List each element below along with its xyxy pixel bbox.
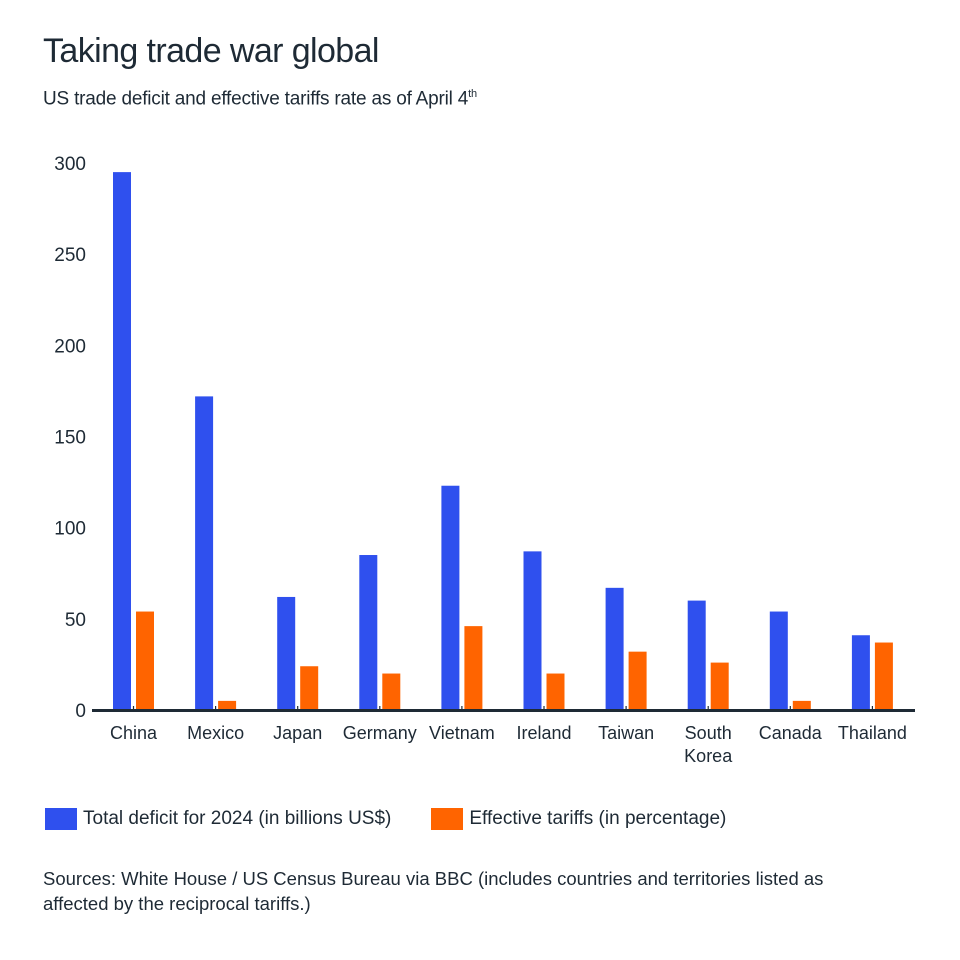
bar-tariff-china (136, 611, 154, 710)
x-tick-label: Canada (759, 723, 823, 743)
bar-deficit-canada (769, 611, 788, 710)
x-tick-label: Ireland (516, 723, 571, 743)
legend-swatch-deficit (45, 808, 77, 830)
legend-swatch-tariffs (431, 808, 464, 830)
bar-deficit-vietnam (441, 485, 460, 710)
x-tick-label: Vietnam (429, 723, 495, 743)
x-tick-label: Mexico (187, 723, 244, 743)
legend-label-deficit: Total deficit for 2024 (in billions US$) (83, 808, 392, 829)
x-axis-ticks (132, 706, 874, 710)
x-tick-label: China (110, 723, 158, 743)
legend-item-tariffs: Effective tariffs (in percentage) (431, 808, 726, 830)
y-tick-label: 300 (54, 154, 86, 175)
x-tick-label: South Korea (684, 723, 733, 766)
x-tick-label: Japan (273, 723, 322, 743)
y-tick-label: 100 (54, 519, 86, 540)
bars (113, 172, 893, 710)
chart-subtitle: US trade deficit and effective tariffs r… (43, 88, 477, 110)
bar-deficit-taiwan (605, 587, 624, 710)
x-axis-labels: China Mexico Japan Germany Vietnam Ireland Tai… (110, 723, 907, 766)
bar-deficit-ireland (523, 551, 542, 710)
bar-deficit-mexico (195, 396, 214, 710)
bar-tariff-canada (792, 700, 811, 710)
bar-tariff-japan (300, 666, 319, 710)
bar-deficit-china (113, 172, 131, 710)
subtitle-superscript: th (468, 88, 477, 100)
bar-deficit-germany (359, 555, 378, 710)
y-tick-label: 50 (65, 610, 86, 631)
y-tick-label: 200 (54, 336, 86, 357)
y-axis-ticks: 0 50 100 150 200 250 300 (54, 154, 86, 722)
legend: Total deficit for 2024 (in billions US$)… (45, 808, 766, 830)
bar-tariff-germany (382, 673, 401, 710)
legend-item-deficit: Total deficit for 2024 (in billions US$) (45, 808, 391, 830)
source-note: Sources: White House / US Census Bureau … (43, 868, 824, 914)
bar-tariff-taiwan (628, 651, 647, 710)
x-tick-label: Taiwan (598, 723, 654, 743)
bar-tariff-thailand (874, 642, 893, 710)
bar-deficit-south-korea (687, 600, 706, 710)
y-tick-label: 150 (54, 428, 86, 449)
y-tick-label: 250 (54, 245, 86, 266)
bar-deficit-thailand (851, 635, 870, 710)
bar-tariff-south-korea (710, 662, 729, 710)
bar-tariff-vietnam (464, 626, 483, 710)
bar-tariff-ireland (546, 673, 565, 710)
x-tick-label: Germany (343, 723, 417, 743)
legend-label-tariffs: Effective tariffs (in percentage) (469, 808, 727, 829)
bar-chart: 0 50 100 150 200 250 300 China Mexico Japan Germa… (54, 154, 915, 766)
subtitle-text: US trade deficit and effective tariffs r… (43, 88, 469, 110)
y-tick-label: 0 (75, 701, 86, 722)
bar-tariff-mexico (218, 700, 237, 710)
bar-deficit-japan (277, 596, 296, 710)
x-tick-label: Thailand (838, 723, 907, 743)
chart-title: Taking trade war global (43, 32, 379, 70)
